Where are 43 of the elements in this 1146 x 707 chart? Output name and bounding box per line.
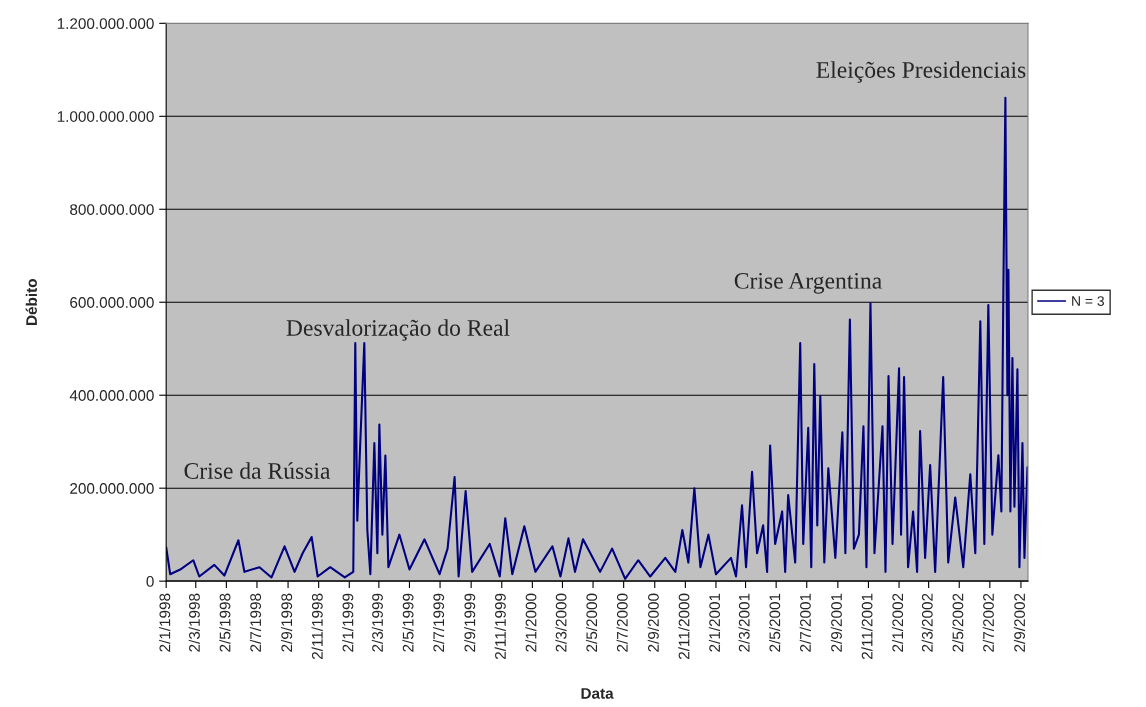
x-tick-label: 2/1/2002	[891, 593, 904, 652]
annotation: Crise Argentina	[734, 272, 882, 294]
x-tick-label: 2/7/2001	[799, 593, 811, 652]
x-tick-label: 2/3/1999	[371, 593, 383, 652]
x-tick-label: 2/11/2000	[678, 593, 690, 660]
y-tick-label: 1.000.000.000	[57, 111, 154, 122]
x-tick-label: 2/5/1999	[402, 593, 414, 652]
x-tick-label: 2/1/2000	[525, 593, 537, 652]
x-tick-label: 2/1/1999	[342, 593, 354, 652]
annotation: Eleições Presidenciais	[816, 61, 1026, 83]
x-tick-label: 2/7/1998	[249, 593, 262, 652]
x-tick-label: 2/11/1999	[494, 593, 506, 660]
x-tick-label: 2/3/2000	[555, 593, 567, 652]
y-tick-label: 600.000.000	[70, 297, 154, 308]
x-tick-label: 2/11/1998	[311, 593, 323, 660]
x-tick-label: 2/1/1998	[159, 593, 171, 652]
x-tick-label: 2/5/2000	[585, 593, 598, 652]
x-tick-label: 2/9/2000	[647, 593, 659, 652]
y-tick-label: 1.200.000.000	[57, 18, 154, 30]
legend-label: N = 3	[1072, 296, 1104, 306]
x-tick-label: 2/3/2001	[738, 593, 750, 652]
x-tick-label: 2/9/2001	[830, 593, 842, 652]
x-axis-title: Data	[581, 688, 614, 699]
x-tick-label: 2/11/2001	[861, 593, 873, 660]
y-axis-title: Débito	[25, 279, 37, 325]
x-tick-label: 2/7/1999	[432, 593, 445, 652]
x-tick-label: 2/3/2002	[921, 593, 933, 652]
x-tick-label: 2/5/1998	[219, 593, 231, 652]
annotation: Crise da Rússia	[184, 462, 331, 479]
x-tick-label: 2/7/2000	[616, 593, 628, 652]
x-tick-label: 2/9/1998	[280, 593, 293, 652]
y-tick-label: 0	[146, 576, 154, 587]
annotation: Desvalorização do Real	[286, 319, 510, 341]
x-tick-label: 2/5/2002	[952, 593, 964, 652]
x-tick-label: 2/9/1999	[464, 593, 476, 652]
y-tick-label: 200.000.000	[70, 483, 154, 494]
x-tick-label: 2/9/2002	[1013, 593, 1026, 652]
x-tick-label: 2/5/2001	[769, 593, 781, 652]
y-tick-label: 800.000.000	[70, 204, 154, 215]
y-tick-label: 400.000.000	[69, 390, 154, 401]
x-tick-label: 2/3/1998	[188, 593, 200, 652]
x-tick-label: 2/1/2001	[708, 593, 721, 652]
x-tick-label: 2/7/2002	[982, 593, 994, 652]
